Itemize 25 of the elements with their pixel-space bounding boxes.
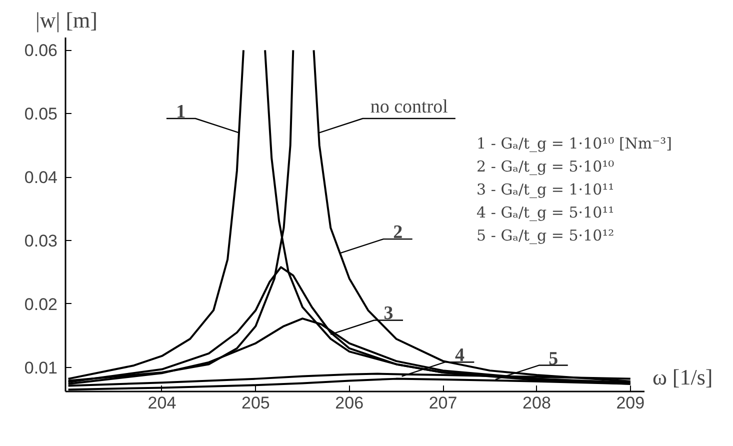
y-tick-label: 0.02 (24, 294, 58, 314)
x-tick-label: 207 (428, 394, 458, 412)
y-tick-label: 0.03 (24, 232, 58, 251)
annotation: 5 (548, 348, 558, 370)
y-tick-label: 0.06 (24, 41, 58, 60)
y-tick-label: 0.01 (24, 358, 58, 378)
x-tick-label: 204 (148, 394, 176, 412)
annotation: 1 - Gₐ/t_g = 1·10¹⁰ [Nm⁻³] (476, 134, 672, 153)
x-tick-label: 205 (241, 394, 270, 412)
annotation: 2 (393, 222, 403, 244)
annotation: 4 - Gₐ/t_g = 5·10¹¹ (476, 204, 614, 222)
y-tick-label: 0.05 (24, 104, 58, 124)
annotation: no control (370, 96, 448, 118)
annotation: 3 - Gₐ/t_g = 1·10¹¹ (476, 180, 614, 199)
y-tick-label: 0.04 (24, 168, 58, 188)
x-tick-label: 206 (335, 394, 364, 412)
x-tick-label: 208 (522, 394, 551, 412)
annotation: 3 (384, 303, 394, 324)
annotation: 5 - Gₐ/t_g = 5·10¹² (476, 226, 614, 245)
annotation: 2 - Gₐ/t_g = 5·10¹⁰ (476, 158, 614, 176)
annotation: 1 (176, 102, 186, 122)
x-tick-label: 209 (616, 394, 645, 412)
annotation: 4 (454, 345, 465, 366)
y-axis-title: |w| [m] (36, 8, 98, 32)
x-axis-title: ω [1/s] (652, 364, 713, 390)
